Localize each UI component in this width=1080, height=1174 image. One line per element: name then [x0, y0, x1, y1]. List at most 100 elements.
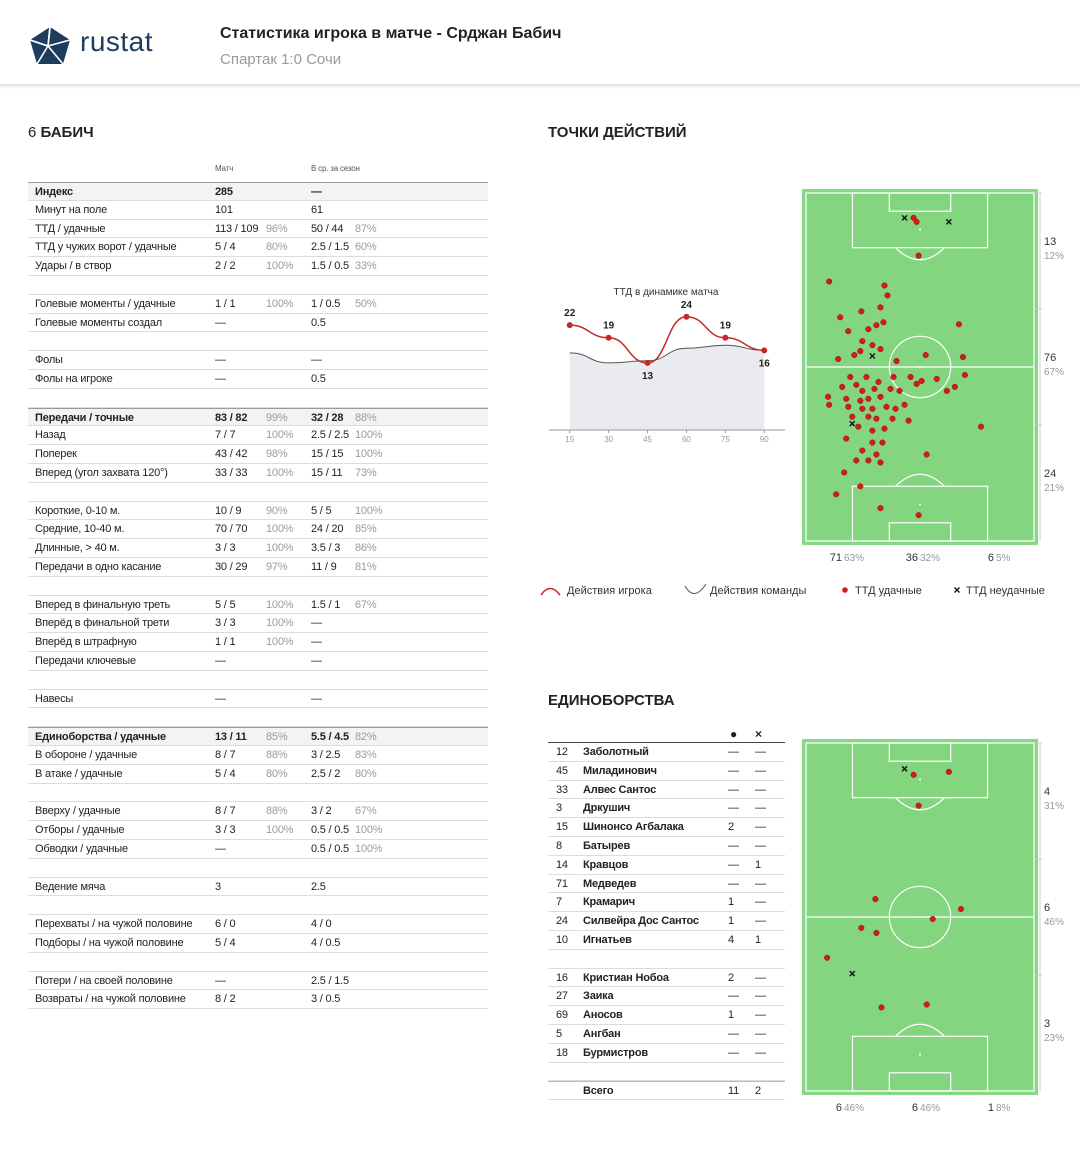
stats-season: 0.5 / 0.5	[311, 824, 349, 837]
player-heading: 6 БАБИЧ	[28, 124, 94, 141]
stats-match: 10 / 9	[215, 504, 242, 517]
success-point	[873, 451, 880, 458]
success-point	[955, 321, 962, 328]
total-lost: 2	[755, 1085, 761, 1098]
success-point	[877, 393, 884, 400]
stats-season: 32 / 28	[311, 411, 344, 424]
duels-won: 2	[728, 971, 734, 984]
fail-point	[901, 765, 908, 772]
player-number: 7	[556, 896, 562, 909]
player-number: 14	[556, 858, 568, 871]
success-point	[905, 417, 912, 424]
player-number: 71	[556, 877, 568, 890]
stats-season: 2.5 / 1.5	[311, 974, 349, 987]
player-number: 10	[556, 934, 568, 946]
stats-spacer	[28, 389, 488, 408]
stats-match-pct: 90%	[266, 504, 288, 517]
stats-match: 3 / 3	[215, 617, 236, 630]
duels-won: —	[728, 783, 739, 796]
duels-lost: 1	[755, 858, 761, 871]
stats-label: Ведение мяча	[35, 880, 106, 893]
stats-match: 5 / 4	[215, 241, 236, 254]
zone-count: 24	[1044, 468, 1056, 480]
duels-lost: —	[755, 821, 766, 834]
zone-count: 13	[1044, 236, 1056, 248]
player-point	[722, 334, 729, 341]
stats-season-pct: 81%	[355, 561, 377, 573]
section-title: ТОЧКИ ДЕЙСТВИЙ	[548, 124, 687, 141]
stats-match-pct: 100%	[266, 467, 294, 479]
duels-won: 1	[728, 896, 734, 909]
stats-match-pct: 100%	[266, 824, 294, 837]
stats-label: Перехваты / на чужой половине	[35, 918, 193, 931]
stats-season: 1.5 / 1	[311, 598, 341, 611]
stats-label: Поперек	[35, 448, 77, 461]
stats-label: Единоборства / удачные	[35, 731, 166, 744]
stats-row: Передачи в одно касание 30 / 29 97% 11 / 9 8…	[28, 558, 488, 577]
stats-match: —	[215, 373, 226, 385]
stats-season-pct: 83%	[355, 749, 377, 761]
player-name: Заика	[583, 990, 614, 1003]
stats-label: Длинные, > 40 м.	[35, 542, 120, 555]
timeline-title: ТТД в динамике матча	[614, 287, 719, 298]
success-point	[915, 802, 922, 809]
zone-pct: 32%	[920, 553, 940, 564]
duels-row: 27 Заика — —	[548, 987, 785, 1007]
player-name: Кристиан Нобоа	[583, 971, 669, 984]
stats-match-pct: 97%	[266, 561, 288, 573]
column-header: Матч	[215, 164, 234, 173]
success-point	[961, 371, 968, 379]
stats-match: 5 / 4	[215, 767, 236, 780]
success-point	[892, 405, 899, 412]
stats-row: Ведение мяча 3 2.5	[28, 878, 488, 897]
duels-row: 69 Аносов 1 —	[548, 1006, 785, 1025]
stats-label: Фолы на игроке	[35, 373, 113, 385]
stats-match: 101	[215, 203, 233, 216]
success-point	[929, 915, 936, 923]
player-name: Батырев	[583, 840, 631, 852]
penalty-arc	[895, 247, 945, 261]
penalty-arc	[895, 797, 945, 811]
stats-season-pct: 86%	[355, 542, 377, 555]
stats-label: Фолы	[35, 354, 63, 367]
success-point	[959, 354, 966, 361]
logo-text: rustat	[80, 26, 154, 57]
value-label: 13	[642, 371, 654, 382]
legend-label: Действия команды	[710, 585, 806, 597]
stats-row: Короткие, 0-10 м. 10 / 9 90% 5 / 5 100%	[28, 502, 488, 521]
stats-row: Минут на поле 101 61	[28, 201, 488, 220]
stats-season: —	[311, 692, 322, 705]
x-tick-label: 75	[721, 435, 730, 444]
duels-row: 18 Бурмистров — —	[548, 1044, 785, 1063]
success-point	[859, 447, 866, 454]
player-point	[566, 322, 573, 329]
zone-pct: 46%	[844, 1103, 864, 1114]
success-point	[865, 326, 872, 333]
duels-lost: —	[755, 764, 766, 777]
stats-match-pct: 100%	[266, 542, 294, 555]
legend-label: Действия игрока	[567, 585, 653, 597]
stats-season: 2.5 / 1.5	[311, 241, 349, 254]
zone-pct: 31%	[1044, 801, 1064, 812]
duels-header	[548, 725, 785, 743]
stats-label: Навесы	[35, 692, 74, 705]
success-point	[889, 415, 896, 422]
duels-won: —	[728, 1028, 739, 1040]
player-point	[605, 334, 612, 341]
value-label: 24	[681, 300, 693, 311]
player-name: Алвес Сантос	[583, 783, 657, 796]
player-name: Крамарич	[583, 896, 635, 909]
success-point	[826, 278, 833, 285]
player-name: Кравцов	[583, 858, 629, 871]
x-tick-label: 30	[604, 435, 613, 444]
stats-row: Отборы / удачные 3 / 3 100% 0.5 / 0.5 100%	[28, 821, 488, 840]
stats-spacer	[28, 276, 488, 295]
duels-lost: —	[755, 990, 766, 1003]
duels-lost: —	[755, 802, 766, 815]
success-point	[837, 314, 844, 321]
duels-won: —	[728, 840, 739, 852]
penalty-arc	[895, 1023, 945, 1037]
stats-match-pct: 100%	[266, 260, 294, 273]
stats-match: 33 / 33	[215, 467, 248, 479]
